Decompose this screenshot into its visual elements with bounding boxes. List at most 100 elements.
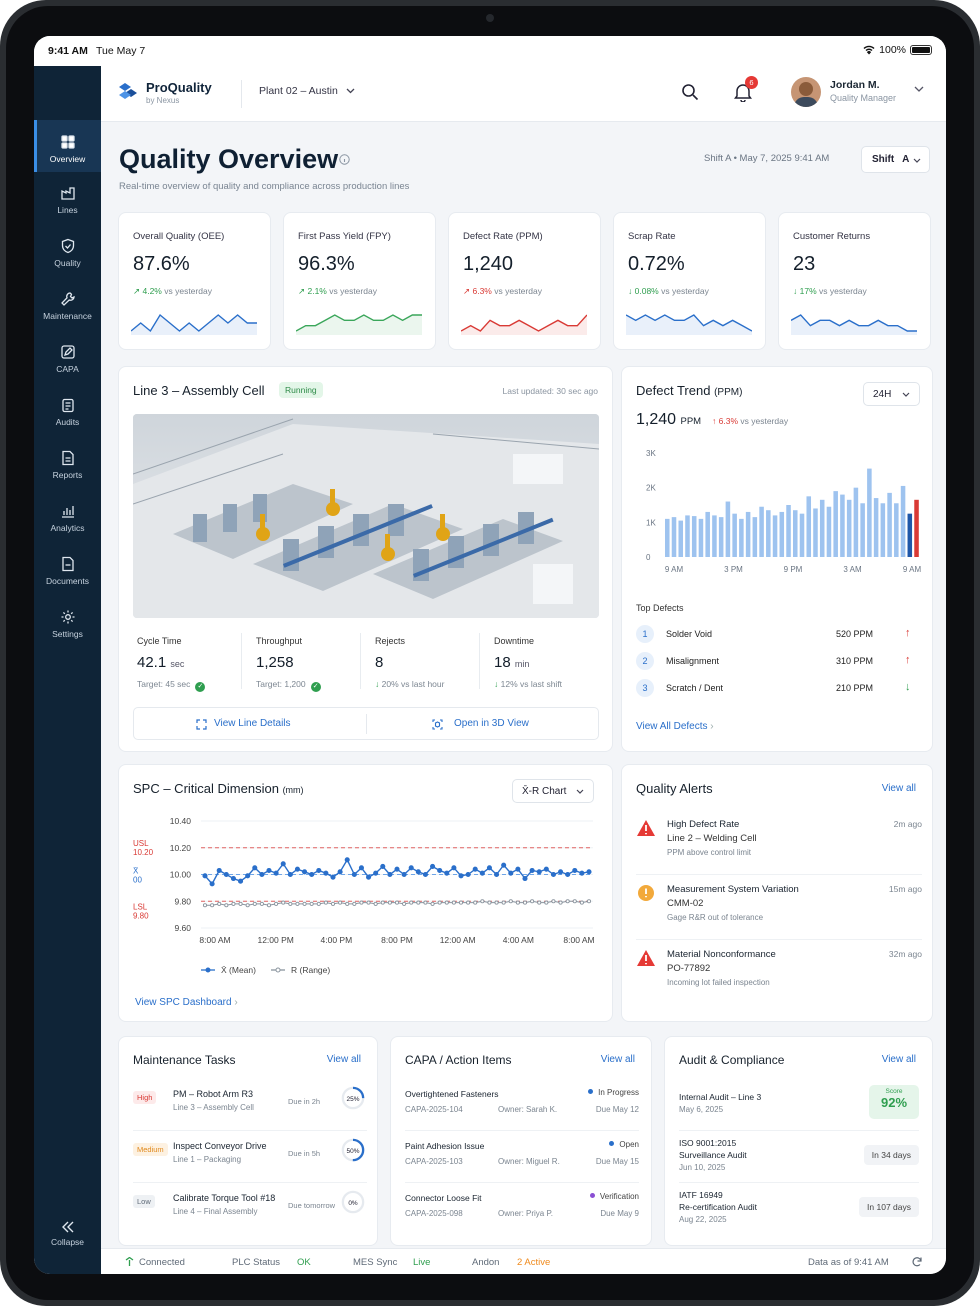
connected-label: Connected <box>139 1257 185 1268</box>
top-defect-row[interactable]: 3 Scratch / Dent 210 PPM ↓ <box>636 679 920 699</box>
maintenance-card: Maintenance Tasks View all High PM – Robo… <box>118 1036 378 1246</box>
y-tick-label: 10.00 <box>170 870 192 880</box>
series-point <box>501 862 507 868</box>
sidebar-item-label: Maintenance <box>43 311 92 321</box>
plant-selector[interactable]: Plant 02 – Austin <box>259 85 355 97</box>
alert-title: High Defect Rate <box>667 819 740 830</box>
sidebar-item-quality[interactable]: Quality <box>34 226 101 278</box>
info-icon[interactable] <box>339 154 350 165</box>
top-defect-row[interactable]: 1 Solder Void 520 PPM ↑ <box>636 625 920 645</box>
analytics-icon <box>61 506 74 518</box>
x-tick-label: 9 AM <box>665 565 684 574</box>
arrow-down-icon: ↓ <box>793 286 800 296</box>
maintenance-task[interactable]: Medium Inspect Conveyor Drive Line 1 – Pac… <box>133 1137 367 1183</box>
kpi-card[interactable]: First Pass Yield (FPY) 96.3% ↗ 2.1% vs yes… <box>283 212 436 350</box>
kpi-delta-value: 4.2% <box>142 286 162 296</box>
view-line-details-link[interactable]: View Line Details <box>214 718 291 729</box>
metric-label: Cycle Time <box>137 636 182 646</box>
alerts-view-all-link[interactable]: View all <box>881 783 916 794</box>
sidebar-item-overview[interactable]: Overview <box>34 120 101 172</box>
series-point <box>487 900 492 905</box>
sidebar-item-label: Overview <box>49 154 86 164</box>
sidebar-item-documents[interactable]: Documents <box>34 544 101 596</box>
status-footer: Connected PLC Status OK MES Sync Live An… <box>101 1248 946 1274</box>
series-point <box>430 863 436 870</box>
sidebar-item-analytics[interactable]: Analytics <box>34 491 101 543</box>
collapse-button[interactable]: Collapse <box>34 1221 101 1265</box>
view-all-defects-link[interactable]: View All Defects › <box>636 721 714 732</box>
kpi-delta: ↗ 2.1% vs yesterday <box>298 286 377 297</box>
legend-marker <box>275 967 281 973</box>
capa-owner: Owner: Priya P. <box>498 1209 553 1218</box>
sidebar-item-capa[interactable]: CAPA <box>34 332 101 384</box>
alert-item[interactable]: Measurement System Variation CMM-02 Gage R… <box>636 882 922 940</box>
chart-type-label: X̄-R Chart <box>522 786 567 797</box>
series-point <box>202 903 208 908</box>
alert-item[interactable]: High Defect Rate Line 2 – Welding Cell PPM… <box>636 817 922 875</box>
sidebar: Overview Lines Quality Maintenance CAPA Audit… <box>34 66 101 1274</box>
search-icon[interactable] <box>681 83 699 101</box>
logo-icon <box>119 83 137 99</box>
capa-item[interactable]: Connector Loose Fit CAPA-2025-098 Owner: P… <box>405 1189 639 1235</box>
audit-date: Aug 22, 2025 <box>679 1215 727 1224</box>
avatar[interactable] <box>791 77 821 107</box>
defect-bar <box>678 520 684 557</box>
kpi-delta: ↓ 17% vs yesterday <box>793 286 867 296</box>
audit-item[interactable]: ISO 9001:2015 Surveillance Audit Jun 10, … <box>679 1137 919 1183</box>
open-3d-view-link[interactable]: Open in 3D View <box>454 718 529 729</box>
maintenance-view-all-link[interactable]: View all <box>326 1054 361 1065</box>
alerts-title: Quality Alerts <box>636 781 713 796</box>
sidebar-item-lines[interactable]: Lines <box>34 173 101 225</box>
sidebar-item-maintenance[interactable]: Maintenance <box>34 279 101 331</box>
sidebar-item-reports[interactable]: Reports <box>34 438 101 490</box>
capa-item[interactable]: Paint Adhesion Issue CAPA-2025-103 Owner: … <box>405 1137 639 1183</box>
kpi-trend-text: vs yesterday <box>329 286 377 296</box>
kpi-card[interactable]: Scrap Rate 0.72% ↓ 0.08% vs yesterday <box>613 212 766 350</box>
series-point <box>202 873 208 879</box>
series-point <box>323 870 329 876</box>
score-label: Score <box>885 1088 903 1095</box>
y-tick-label: 1K <box>646 518 656 527</box>
chart-type-dropdown[interactable]: X̄-R Chart <box>512 779 594 803</box>
defect-bar <box>853 487 859 557</box>
sparkline-area <box>791 315 917 335</box>
series-point <box>309 901 314 906</box>
defect-bar <box>718 517 724 557</box>
series-point <box>266 867 272 874</box>
top-defect-row[interactable]: 2 Misalignment 310 PPM ↑ <box>636 652 920 672</box>
capa-item[interactable]: Overtightened Fasteners CAPA-2025-104 Owne… <box>405 1085 639 1131</box>
series-point <box>245 873 251 879</box>
maintenance-task[interactable]: Low Calibrate Torque Tool #18 Line 4 – Fin… <box>133 1189 367 1235</box>
refresh-icon[interactable] <box>911 1256 923 1268</box>
x-tick-label: 8:00 AM <box>199 935 230 945</box>
kpi-delta-value: 6.3% <box>472 286 492 296</box>
y-tick-label: 0 <box>646 553 651 562</box>
kpi-card[interactable]: Overall Quality (OEE) 87.6% ↗ 4.2% vs yest… <box>118 212 271 350</box>
audit-item[interactable]: Internal Audit – Line 3 May 6, 2025 Score 9… <box>679 1085 919 1131</box>
page-subtitle: Real-time overview of quality and compli… <box>119 181 410 192</box>
legend-label: X̄ (Mean) <box>221 965 256 975</box>
range-dropdown[interactable]: 24H <box>863 382 920 406</box>
alert-item[interactable]: Material Nonconformance PO-77892 Incoming … <box>636 947 922 1005</box>
audit-view-all-link[interactable]: View all <box>881 1054 916 1065</box>
divider <box>366 714 367 734</box>
shift-selector[interactable]: Shift A <box>861 146 930 173</box>
kpi-card[interactable]: Customer Returns 23 ↓ 17% vs yesterday <box>778 212 931 350</box>
progress-ring: 25% <box>341 1086 365 1110</box>
sidebar-item-settings[interactable]: Settings <box>34 597 101 649</box>
series-point <box>394 900 400 905</box>
plc-label: PLC Status <box>232 1257 281 1268</box>
capa-view-all-link[interactable]: View all <box>600 1054 635 1065</box>
user-menu-chevron-icon[interactable] <box>914 86 924 93</box>
kpi-card[interactable]: Defect Rate (PPM) 1,240 ↗ 6.3% vs yesterda… <box>448 212 601 350</box>
kpi-delta-value: 2.1% <box>307 286 327 296</box>
audit-item[interactable]: IATF 16949 Re-certification Audit Aug 22,… <box>679 1189 919 1235</box>
metric-label: Throughput <box>256 636 303 646</box>
status-dot <box>588 1089 594 1094</box>
progress-ring: 0% <box>341 1190 365 1214</box>
maintenance-task[interactable]: High PM – Robot Arm R3 Line 3 – Assembly C… <box>133 1085 367 1131</box>
sidebar-item-audits[interactable]: Audits <box>34 385 101 437</box>
series-point <box>238 878 244 884</box>
defect-bar <box>799 513 805 557</box>
view-spc-dashboard-link[interactable]: View SPC Dashboard › <box>135 997 238 1008</box>
